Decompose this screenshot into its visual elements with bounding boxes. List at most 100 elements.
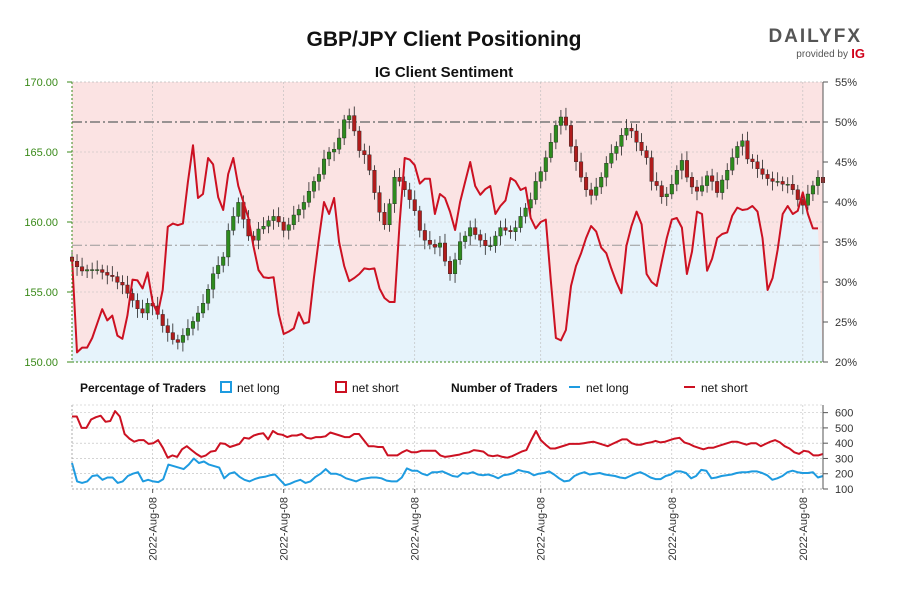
candle-body (362, 150, 367, 156)
candle-body (483, 239, 488, 246)
date-tick-label: 2022-Aug-08 (279, 497, 291, 561)
candle-body (730, 157, 735, 171)
candle-body (432, 244, 437, 248)
candle-body (609, 153, 614, 164)
percent-tick-label: 55% (835, 77, 857, 89)
candle-body (659, 185, 664, 198)
candle-body (397, 176, 402, 182)
candle-body (810, 185, 815, 195)
candle-body (322, 158, 327, 175)
logo-brand: DAILYFX (768, 26, 862, 47)
chart-subtitle: IG Client Sentiment (375, 64, 513, 81)
candle-body (427, 239, 432, 245)
candle-body (417, 210, 422, 231)
candle-body (498, 227, 503, 237)
candle-body (327, 151, 332, 160)
candle-body (291, 214, 296, 226)
price-tick-label: 155.00 (24, 287, 58, 299)
candle-body (316, 174, 321, 182)
candle-body (473, 227, 478, 235)
price-tick-label: 160.00 (24, 217, 58, 229)
candle-body (216, 265, 221, 274)
legend: Percentage of Traders net long net short… (80, 381, 748, 395)
candle-body (196, 312, 201, 322)
candle-body (412, 199, 417, 212)
candle-body (649, 157, 654, 182)
candle-body (311, 181, 316, 192)
candle-body (286, 224, 291, 231)
candle-body (639, 141, 644, 151)
candle-body (201, 303, 206, 314)
candle-body (543, 157, 548, 172)
legend-percentage-heading: Percentage of Traders (80, 381, 206, 395)
candle-body (165, 325, 170, 333)
candle-body (206, 289, 211, 304)
candle-body (180, 335, 185, 343)
candle-body (115, 276, 120, 283)
candle-body (715, 181, 720, 193)
candle-body (422, 230, 427, 241)
candle-body (694, 186, 699, 192)
candle-body (382, 211, 387, 225)
candle-body (780, 181, 785, 185)
net-long-percentage-line (71, 144, 818, 354)
candle-body (392, 176, 397, 204)
candle-body (533, 181, 538, 200)
candle-body (624, 127, 629, 136)
candle-body (347, 115, 352, 120)
candle-body (735, 146, 740, 158)
candle-body (594, 186, 599, 196)
candle-body (100, 269, 105, 273)
candle-body (463, 235, 468, 242)
candle-body (468, 227, 473, 237)
candle-body (266, 220, 271, 227)
candle-body (674, 169, 679, 185)
candle-body (563, 116, 568, 126)
legend-pct-net-long: net long (237, 381, 280, 395)
count-tick-label: 500 (835, 423, 853, 435)
candle-body (140, 308, 145, 314)
price-tick-label: 165.00 (24, 147, 58, 159)
candle-body (221, 256, 226, 266)
candle-body (226, 230, 231, 258)
legend-long-box-icon (220, 381, 232, 393)
candle-body (170, 332, 175, 340)
candle-body (740, 140, 745, 147)
candle-body (503, 227, 508, 231)
candle-body (185, 328, 190, 336)
candle-body (614, 146, 619, 154)
date-tick-label: 2022-Aug-08 (667, 497, 679, 561)
candle-body (301, 202, 306, 210)
candle-body (589, 189, 594, 196)
percent-tick-label: 35% (835, 237, 857, 249)
date-axis-ticks: 2022-Aug-08 2022-Aug-08 2022-Aug-08 2022-Au… (148, 489, 810, 561)
candle-body (644, 150, 649, 158)
candle-body (725, 169, 730, 181)
price-tick-label: 170.00 (24, 77, 58, 89)
candle-body (568, 125, 573, 147)
candle-body (120, 282, 125, 286)
date-tick-label: 2022-Aug-08 (536, 497, 548, 561)
candle-body (448, 261, 453, 275)
net-long-area (72, 145, 823, 362)
reference-lines (72, 121, 823, 246)
candle-body (745, 140, 750, 160)
legend-pct-net-short: net short (352, 381, 399, 395)
count-tick-label: 200 (835, 469, 853, 481)
candle-body (629, 127, 634, 132)
logo-ig: IG (851, 46, 865, 61)
candle-body (125, 284, 130, 294)
candle-body (488, 245, 493, 248)
candle-body (619, 134, 624, 147)
candle-body (442, 242, 447, 262)
candle-body (548, 141, 553, 158)
candle-body (720, 179, 725, 193)
count-tick-label: 300 (835, 453, 853, 465)
net-long-count-line (71, 457, 824, 487)
candle-body (256, 228, 261, 241)
price-sentiment-panel: 150.00 155.00 160.00 165.00 170.00 20% 25% 30%… (24, 77, 857, 369)
candle-body (750, 158, 755, 162)
candle-body (211, 273, 216, 290)
candle-body (75, 261, 80, 268)
candle-body (518, 216, 523, 228)
